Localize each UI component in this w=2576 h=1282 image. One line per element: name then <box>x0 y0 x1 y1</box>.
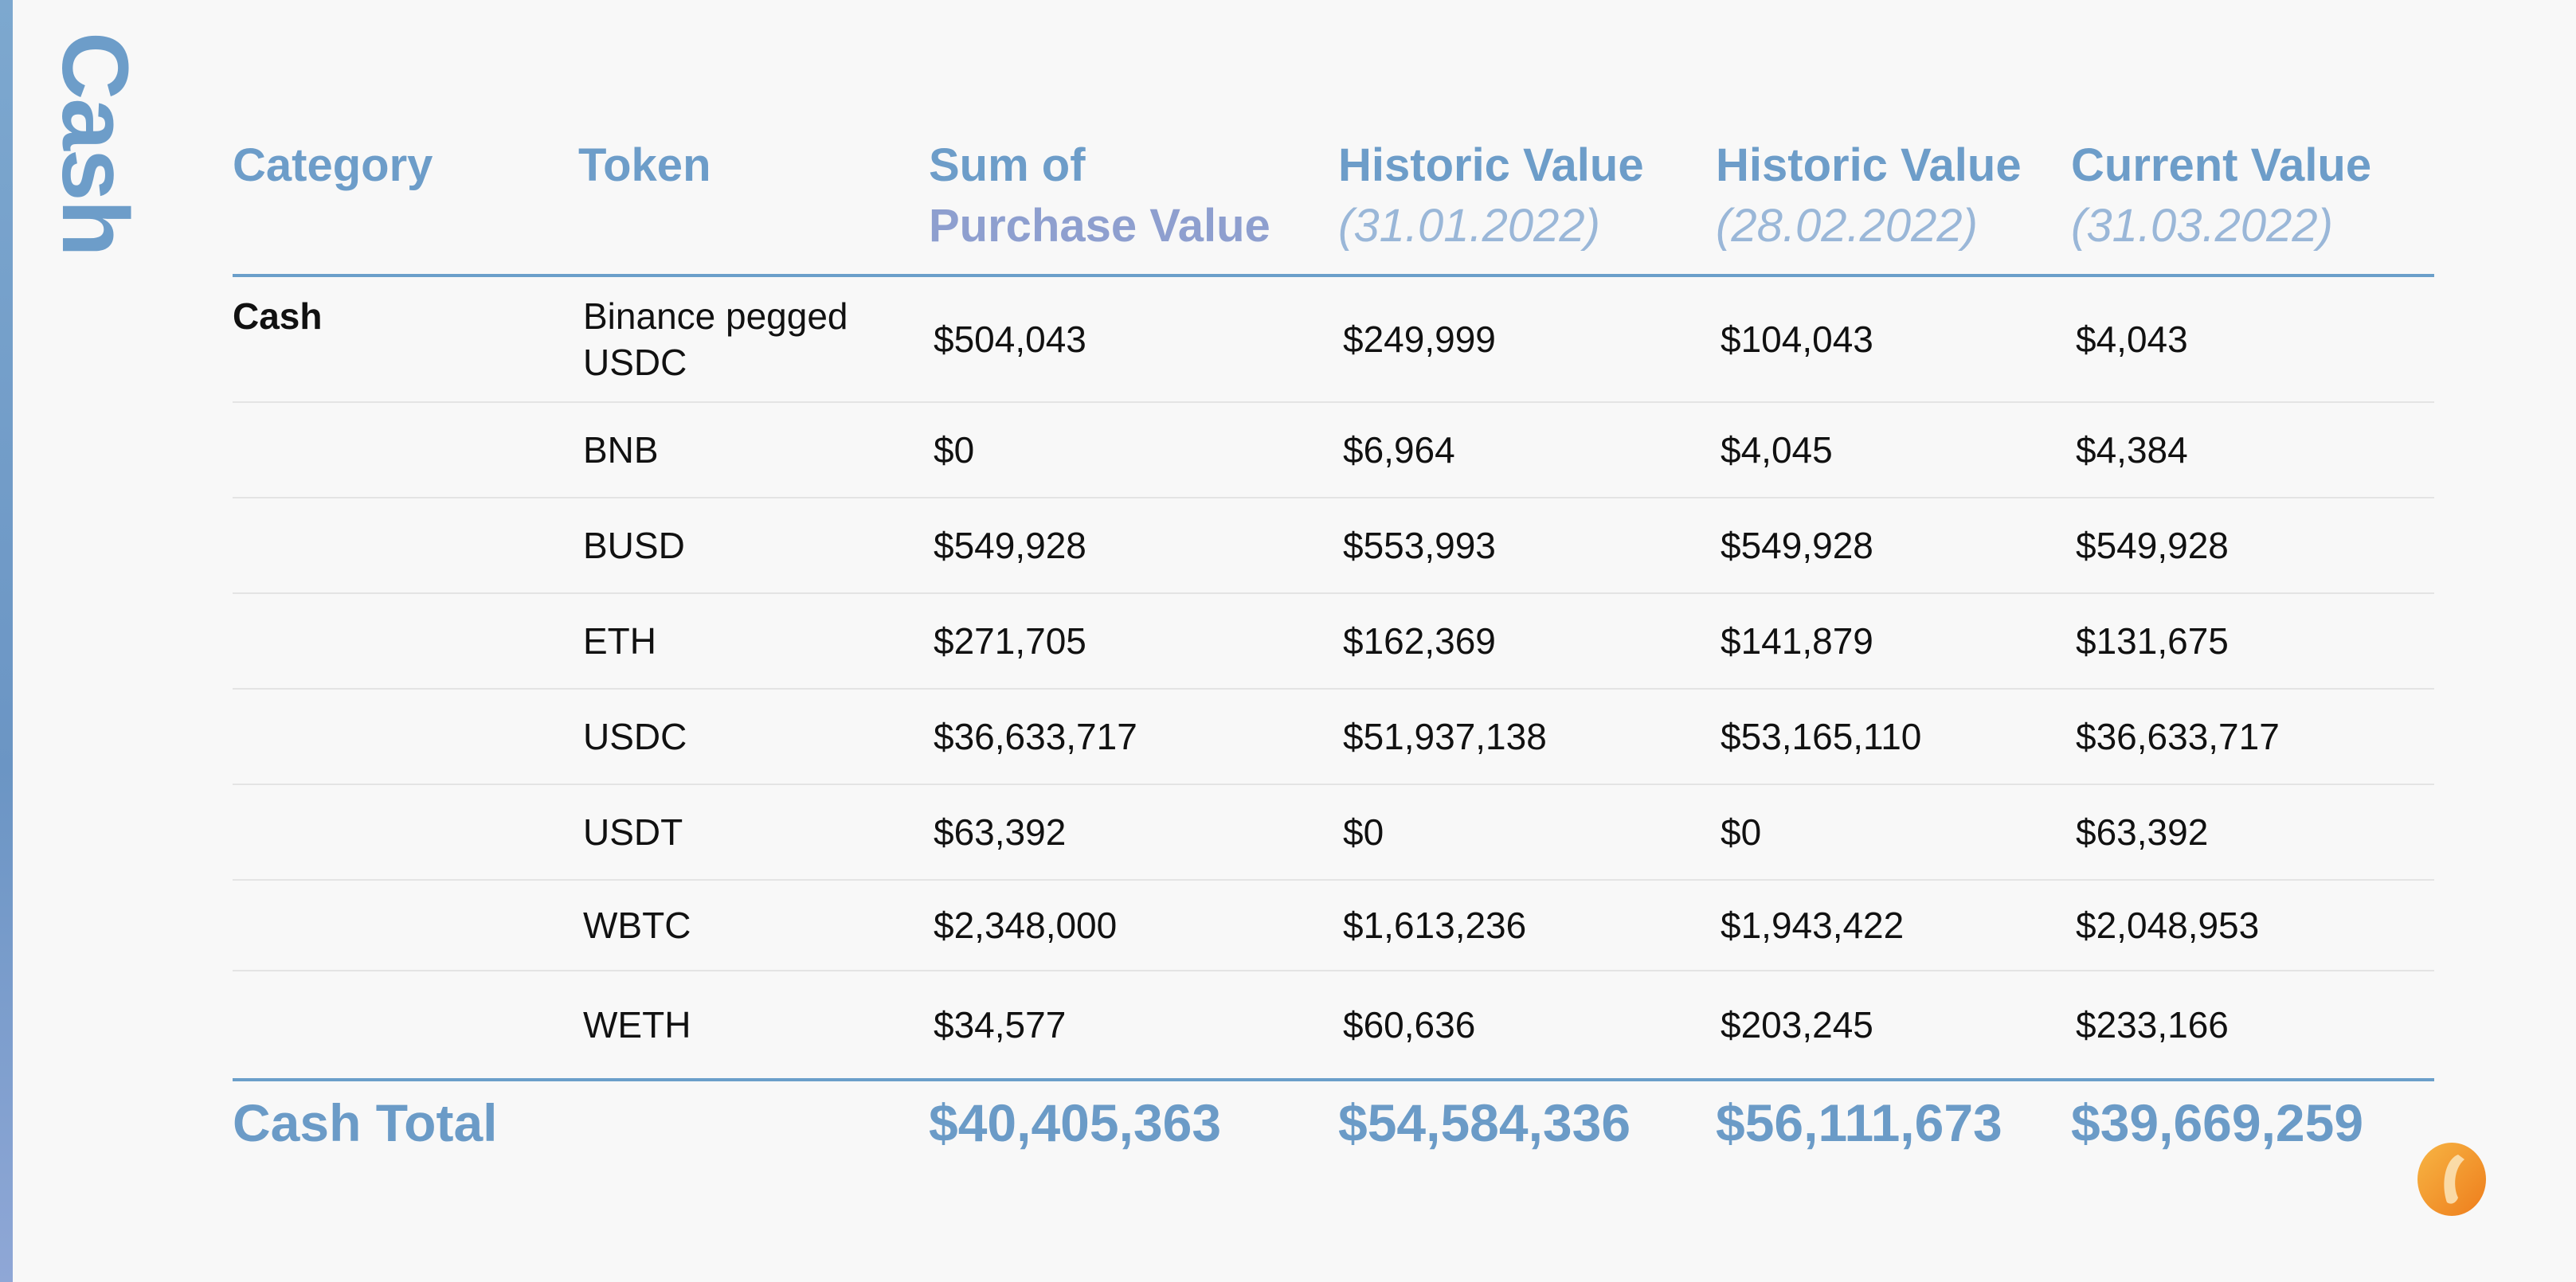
header-current-value: Current Value (31.03.2022) <box>2071 127 2434 277</box>
table-row: BUSD $549,928 $553,993 $549,928 $549,928 <box>233 498 2434 594</box>
table-row: Cash Binance pegged USDC $504,043 $249,9… <box>233 276 2434 403</box>
cell-hist2: $104,043 <box>1716 276 2071 403</box>
total-hist2: $56,111,673 <box>1716 1093 2002 1152</box>
cell-purchase: $2,348,000 <box>929 880 1338 971</box>
cell-category <box>233 880 578 971</box>
total-purchase: $40,405,363 <box>929 1093 1222 1152</box>
table-row: USDC $36,633,717 $51,937,138 $53,165,110… <box>233 689 2434 785</box>
table-row: ETH $271,705 $162,369 $141,879 $131,675 <box>233 593 2434 690</box>
cell-token: Binance pegged USDC <box>578 276 929 403</box>
cell-current: $4,384 <box>2071 402 2434 498</box>
cell-current: $4,043 <box>2071 276 2434 403</box>
total-current: $39,669,259 <box>2071 1093 2364 1152</box>
cell-category: Cash <box>233 276 578 403</box>
cell-hist2: $1,943,422 <box>1716 880 2071 971</box>
cell-purchase: $0 <box>929 402 1338 498</box>
header-row: Category Token Sum of Purchase Value His… <box>233 127 2434 277</box>
cell-purchase: $549,928 <box>929 498 1338 594</box>
cell-current: $131,675 <box>2071 593 2434 690</box>
cell-category <box>233 689 578 785</box>
cell-current: $549,928 <box>2071 498 2434 594</box>
cell-category <box>233 402 578 498</box>
cell-purchase: $271,705 <box>929 593 1338 690</box>
table-row: WETH $34,577 $60,636 $203,245 $233,166 <box>233 971 2434 1081</box>
cell-hist2: $53,165,110 <box>1716 689 2071 785</box>
cell-token: BNB <box>578 402 929 498</box>
cell-token: WETH <box>578 971 929 1081</box>
cell-category <box>233 498 578 594</box>
cell-hist1: $60,636 <box>1338 971 1716 1081</box>
header-historic-value-jan: Historic Value (31.01.2022) <box>1338 127 1716 277</box>
left-accent-bar <box>0 0 13 1282</box>
cell-current: $63,392 <box>2071 784 2434 881</box>
orange-ring-logo-icon <box>2417 1143 2486 1216</box>
cell-hist2: $4,045 <box>1716 402 2071 498</box>
cell-hist1: $1,613,236 <box>1338 880 1716 971</box>
cell-current: $2,048,953 <box>2071 880 2434 971</box>
cash-table: Category Token Sum of Purchase Value His… <box>233 127 2434 1153</box>
table-row: BNB $0 $6,964 $4,045 $4,384 <box>233 402 2434 498</box>
cell-hist1: $249,999 <box>1338 276 1716 403</box>
cell-hist1: $553,993 <box>1338 498 1716 594</box>
header-purchase-value: Sum of Purchase Value <box>929 127 1338 277</box>
header-category: Category <box>233 127 578 277</box>
cell-hist1: $162,369 <box>1338 593 1716 690</box>
cell-hist2: $0 <box>1716 784 2071 881</box>
cell-current: $233,166 <box>2071 971 2434 1081</box>
cell-category <box>233 971 578 1081</box>
cell-hist2: $141,879 <box>1716 593 2071 690</box>
cell-token: BUSD <box>578 498 929 594</box>
table-row: USDT $63,392 $0 $0 $63,392 <box>233 784 2434 881</box>
cell-purchase: $504,043 <box>929 276 1338 403</box>
cell-category <box>233 593 578 690</box>
cell-hist1: $0 <box>1338 784 1716 881</box>
cell-hist1: $51,937,138 <box>1338 689 1716 785</box>
total-row: Cash Total $40,405,363 $54,584,336 $56,1… <box>233 1080 2434 1153</box>
total-label: Cash Total <box>233 1093 498 1152</box>
cell-category <box>233 784 578 881</box>
cell-purchase: $34,577 <box>929 971 1338 1081</box>
table-row: WBTC $2,348,000 $1,613,236 $1,943,422 $2… <box>233 880 2434 971</box>
cell-hist1: $6,964 <box>1338 402 1716 498</box>
cell-purchase: $63,392 <box>929 784 1338 881</box>
cell-purchase: $36,633,717 <box>929 689 1338 785</box>
header-historic-value-feb: Historic Value (28.02.2022) <box>1716 127 2071 277</box>
header-token: Token <box>578 127 929 277</box>
cell-hist2: $549,928 <box>1716 498 2071 594</box>
cell-token: USDT <box>578 784 929 881</box>
cell-hist2: $203,245 <box>1716 971 2071 1081</box>
page-title: Cash <box>42 32 147 256</box>
cell-token: USDC <box>578 689 929 785</box>
total-hist1: $54,584,336 <box>1338 1093 1631 1152</box>
cell-token: ETH <box>578 593 929 690</box>
cell-current: $36,633,717 <box>2071 689 2434 785</box>
cell-token: WBTC <box>578 880 929 971</box>
